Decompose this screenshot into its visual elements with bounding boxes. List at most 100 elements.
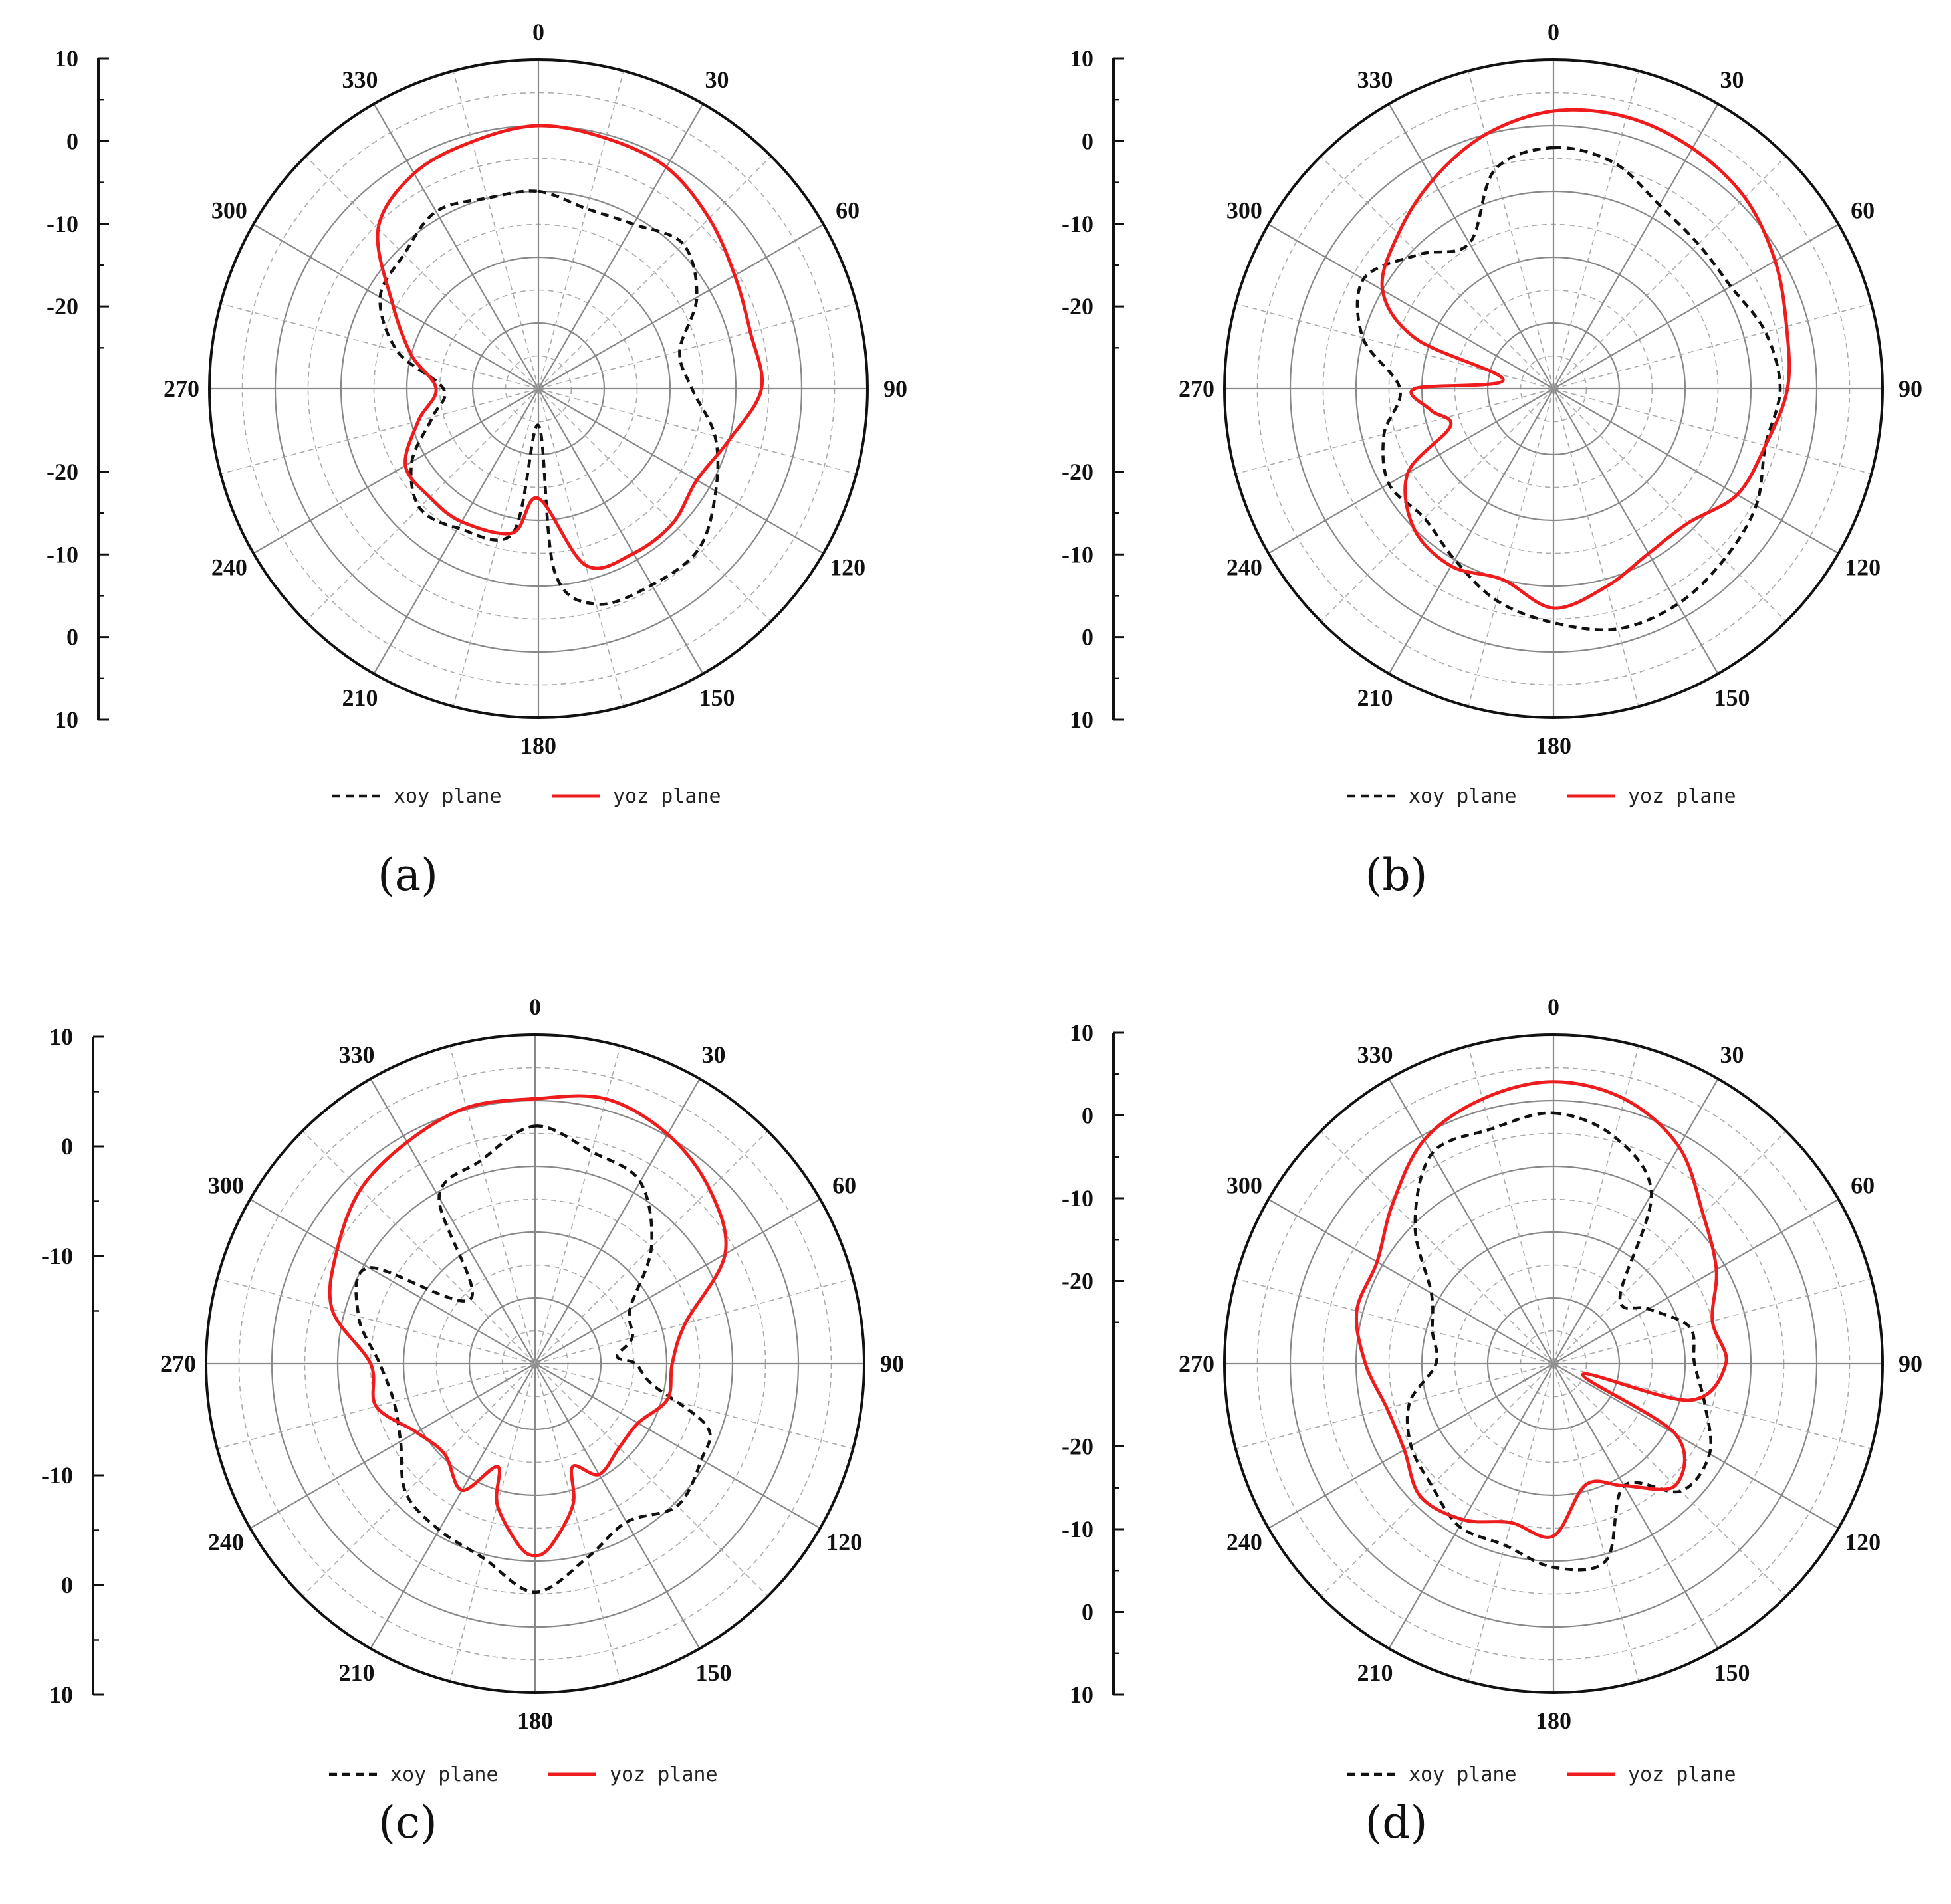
legend-label-yoz: yoz plane <box>1628 1763 1736 1786</box>
angle-label: 240 <box>1226 1529 1262 1556</box>
angle-label: 150 <box>696 1659 732 1686</box>
grid-spoke <box>370 1078 536 1364</box>
grid-spoke <box>1268 223 1554 389</box>
series-yoz-plane <box>1380 108 1791 610</box>
legend-label-yoz: yoz plane <box>1628 785 1736 808</box>
grid-spoke <box>1388 1363 1554 1649</box>
grid-spoke <box>538 388 772 622</box>
panel-c: 0 30 60 90 120 150 180 210 240 270 300 330 10 0 -10 -10… <box>0 952 975 1903</box>
radial-tick-label: 0 <box>1082 128 1093 154</box>
grid-spoke <box>538 156 772 389</box>
legend-label-xoy: xoy plane <box>1409 785 1517 808</box>
grid-spoke <box>1320 1363 1554 1597</box>
caption-d: (d) <box>1365 1797 1428 1848</box>
angle-label: 30 <box>702 1041 726 1068</box>
radial-tick-label: 0 <box>1082 1103 1093 1129</box>
grid-spoke <box>1320 388 1554 622</box>
grid-spoke <box>534 1363 768 1597</box>
angle-label: 30 <box>1720 1041 1744 1068</box>
outer-circle <box>1223 1033 1884 1694</box>
outer-circle <box>205 1033 865 1694</box>
angle-label: 0 <box>1548 994 1559 1020</box>
angle-label: 150 <box>1714 1659 1750 1686</box>
angle-label: 330 <box>342 66 378 93</box>
legend-label-xoy: xoy plane <box>390 1763 499 1786</box>
polar-chart-b: 0 30 60 90 120 150 180 210 240 270 300 330 10 0 -10 -20… <box>1062 19 1922 808</box>
angle-label: 330 <box>1357 66 1393 93</box>
angle-label: 90 <box>880 1350 904 1377</box>
grid-spoke <box>1553 1045 1639 1364</box>
angle-label: 270 <box>164 375 199 402</box>
grid-spoke <box>1553 1363 1639 1682</box>
angle-label: 240 <box>211 554 247 581</box>
angle-label: 150 <box>699 685 735 711</box>
panel-a: 0 30 60 90 120 150 180 210 240 270 300 330 10 0 -10 -20… <box>0 0 975 952</box>
angle-label: 180 <box>520 732 556 759</box>
angle-label: 180 <box>1536 1707 1571 1734</box>
radial-tick-label: 10 <box>1070 1681 1093 1708</box>
angle-label: 300 <box>1226 197 1262 224</box>
radial-tick-label: -10 <box>41 1462 73 1489</box>
radial-tick-label: 0 <box>1082 624 1093 651</box>
grid-spoke <box>305 156 539 389</box>
caption-c: (c) <box>378 1797 437 1848</box>
radial-tick-label: -10 <box>1062 1516 1093 1542</box>
caption-b: (b) <box>1365 849 1428 900</box>
grid-spoke <box>373 388 539 675</box>
radial-tick-label: -20 <box>1062 1433 1093 1460</box>
grid-spoke <box>1468 388 1554 707</box>
grid-spoke <box>534 1363 621 1682</box>
grid-spoke <box>453 70 539 389</box>
radial-tick-label: -20 <box>47 459 78 485</box>
grid-spoke <box>1553 1363 1787 1597</box>
angle-label: 90 <box>883 375 907 402</box>
angle-label: 120 <box>830 554 865 581</box>
angle-label: 240 <box>1226 554 1262 581</box>
angle-label: 270 <box>160 1350 196 1377</box>
grid-spoke <box>538 388 824 554</box>
angle-label: 60 <box>832 1172 856 1199</box>
grid-spoke <box>1268 1198 1554 1364</box>
grid-spoke <box>217 1278 536 1364</box>
angle-label: 210 <box>339 1659 375 1686</box>
radial-tick-label: -10 <box>1062 211 1093 237</box>
polar-chart-a: 0 30 60 90 120 150 180 210 240 270 300 330 10 0 -10 -20… <box>47 19 907 808</box>
grid-spoke <box>534 1078 701 1364</box>
angle-label: 30 <box>1720 66 1744 93</box>
grid-spoke <box>1553 103 1719 389</box>
radial-tick-label: 0 <box>61 1133 73 1160</box>
outer-circle <box>1223 58 1884 719</box>
grid-spoke <box>253 223 539 389</box>
legend-label-yoz: yoz plane <box>610 1763 718 1786</box>
grid-spoke <box>538 388 857 475</box>
legend-label-xoy: xoy plane <box>1409 1763 1517 1786</box>
radial-tick-label: 0 <box>61 1572 73 1598</box>
grid-spoke <box>253 388 539 554</box>
radial-tick-label: 10 <box>55 45 78 72</box>
grid-spoke <box>1553 388 1787 622</box>
legend-label-xoy: xoy plane <box>394 785 502 808</box>
grid-spoke <box>1553 388 1639 707</box>
grid-spoke <box>1553 388 1839 554</box>
radial-tick-label: 10 <box>1070 706 1093 733</box>
grid-spoke <box>217 1363 536 1449</box>
grid-spoke <box>373 103 539 389</box>
radial-tick-label: 10 <box>49 1023 73 1050</box>
grid-spoke <box>1553 1363 1719 1649</box>
angle-label: 210 <box>342 685 378 711</box>
angle-label: 90 <box>1898 375 1922 402</box>
radial-tick-label: -20 <box>1062 1268 1093 1295</box>
grid-spoke <box>1235 1278 1554 1364</box>
radial-tick-label: -20 <box>47 293 78 320</box>
radial-tick-label: -10 <box>1062 541 1093 568</box>
radial-tick-label: -10 <box>41 1243 73 1269</box>
panel-d: 0 30 60 90 120 150 180 210 240 270 300 330 10 0 -10 -20… <box>975 952 1950 1903</box>
grid-spoke <box>305 388 539 622</box>
angle-label: 30 <box>705 66 729 93</box>
grid-spoke <box>1553 388 1872 475</box>
grid-spoke <box>534 1278 854 1364</box>
panel-b: 0 30 60 90 120 150 180 210 240 270 300 330 10 0 -10 -20… <box>975 0 1950 952</box>
radial-tick-label: -10 <box>1062 1185 1093 1212</box>
caption-a: (a) <box>378 849 438 900</box>
